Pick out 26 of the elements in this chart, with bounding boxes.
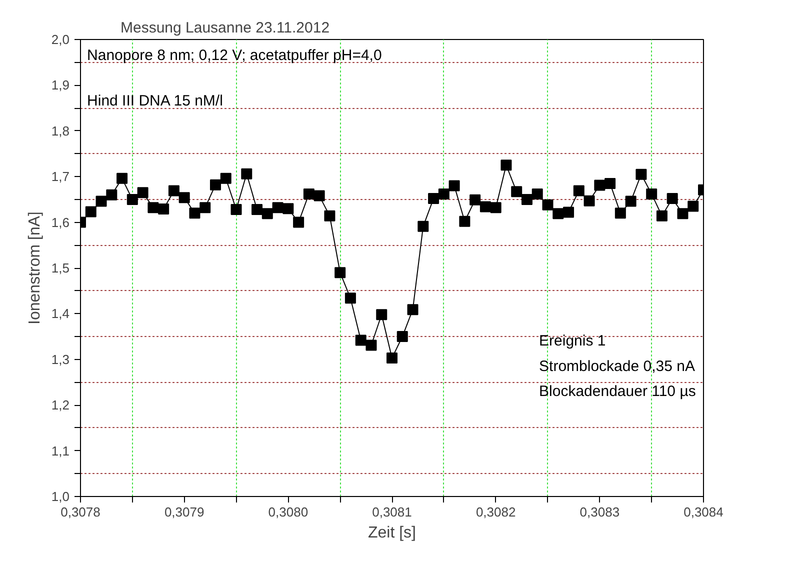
y-tick-label: 1,5 [51, 260, 70, 276]
annotation: Stromblockade 0,35 nA [539, 358, 695, 375]
y-tick-label: 1,1 [51, 443, 70, 458]
x-tick-label: 0,3084 [684, 504, 724, 520]
y-tick-label: 1,8 [51, 123, 70, 138]
x-tick-label: 0,3080 [268, 504, 308, 520]
chart-title: Messung Lausanne 23.11.2012 [120, 20, 330, 36]
y-axis-title: Ionenstrom [nA] [26, 212, 44, 324]
x-tick-label: 0,3078 [60, 504, 100, 520]
x-tick-label: 0,3082 [476, 504, 516, 520]
y-tick-label: 1,6 [51, 214, 70, 230]
annotation: Nanopore 8 nm; 0,12 V; acetatpuffer pH=4,0 [87, 46, 382, 64]
y-tick-label: 1,0 [51, 489, 70, 504]
x-tick-label: 0,3079 [164, 504, 204, 520]
y-tick-label: 1,2 [51, 398, 70, 413]
y-tick-label: 1,3 [51, 352, 70, 367]
x-tick-label: 0,3081 [372, 504, 412, 520]
y-tick-label: 2,0 [51, 32, 70, 47]
y-tick-label: 1,4 [51, 306, 70, 322]
x-tick-label: 0,3083 [580, 504, 620, 520]
annotation: Blockadendauer 110 µs [539, 382, 696, 400]
y-tick-label: 1,9 [51, 78, 70, 93]
annotation: Hind III DNA 15 nM/l [87, 92, 223, 110]
x-axis-title: Zeit [s] [368, 524, 416, 542]
y-tick-label: 1,7 [51, 169, 70, 184]
annotation: Ereignis 1 [539, 332, 606, 350]
